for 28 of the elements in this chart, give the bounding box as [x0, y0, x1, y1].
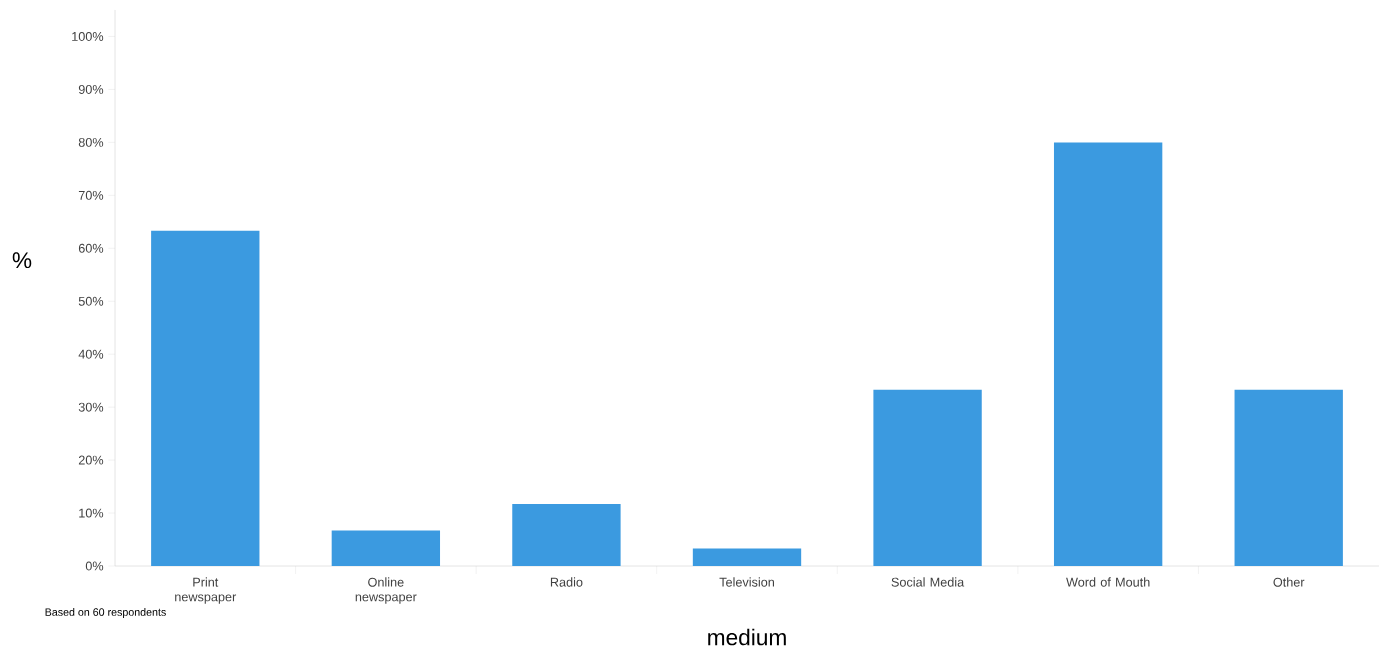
bar	[512, 504, 621, 566]
text: Based on 60 respondents	[45, 608, 166, 618]
x-tick-label: Online newspaper	[355, 577, 417, 604]
bar	[692, 548, 802, 566]
y-tick-label: 80%	[78, 137, 104, 147]
x-tick-label: Print newspaper	[175, 577, 237, 604]
bar	[151, 230, 260, 566]
x-tick-label: Social Media	[891, 577, 965, 587]
y-tick-label: 60%	[78, 243, 104, 253]
x-tick-label: Television	[719, 577, 774, 587]
bar	[331, 530, 441, 566]
bar	[873, 389, 982, 566]
x-tick-label: Other	[1273, 577, 1305, 587]
x-tick-label: Radio	[550, 577, 583, 587]
y-tick-label: 20%	[78, 455, 104, 465]
y-tick-label: 70%	[78, 190, 104, 200]
y-tick-label: 40%	[78, 349, 104, 359]
bar	[1234, 389, 1343, 566]
y-tick-label: 100%	[72, 31, 104, 41]
y-tick-label: 30%	[78, 402, 104, 412]
y-tick-label: 90%	[78, 84, 104, 94]
x-tick-label: Word of Mouth	[1066, 577, 1150, 587]
y-tick-label: 0%	[85, 561, 104, 571]
x-axis-title: medium	[708, 628, 786, 646]
y-axis-title: %	[12, 252, 32, 269]
bar	[1053, 142, 1163, 566]
y-tick-label: 10%	[79, 508, 104, 518]
y-tick-label: 50%	[78, 296, 104, 306]
